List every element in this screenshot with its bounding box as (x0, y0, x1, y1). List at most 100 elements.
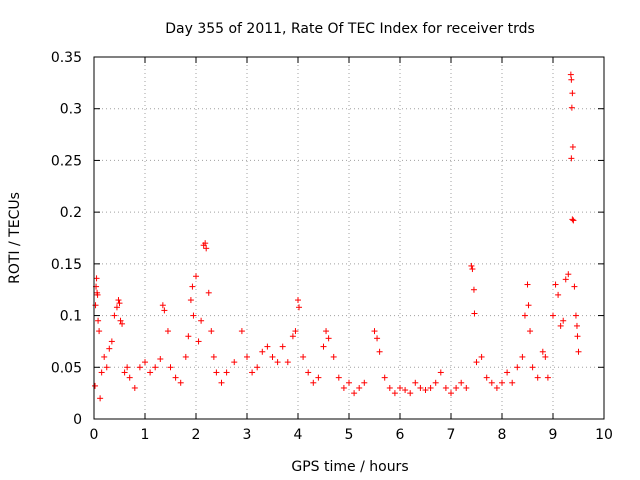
data-point (361, 379, 368, 386)
data-point (238, 328, 245, 335)
data-point (259, 348, 266, 355)
data-point (274, 359, 281, 366)
data-point (569, 143, 576, 150)
data-point (97, 395, 104, 402)
data-point (223, 369, 230, 376)
data-point (568, 155, 575, 162)
data-point (509, 379, 516, 386)
data-point (167, 364, 174, 371)
data-point (534, 374, 541, 381)
data-point (121, 369, 128, 376)
data-point (323, 328, 330, 335)
data-point (568, 104, 575, 111)
data-point (374, 335, 381, 342)
data-point (346, 379, 352, 386)
data-point (111, 312, 118, 319)
data-point (568, 76, 575, 83)
y-tick-label: 0.1 (60, 309, 82, 325)
data-point (231, 359, 238, 366)
data-point (185, 333, 192, 340)
data-point (544, 374, 551, 381)
data-point (397, 384, 403, 391)
data-point (95, 317, 102, 324)
data-point (310, 379, 317, 386)
data-point (244, 353, 250, 360)
data-point (292, 328, 299, 335)
data-point (208, 328, 215, 335)
data-point (264, 343, 271, 350)
data-point (471, 310, 478, 317)
data-point (195, 338, 202, 345)
data-point (172, 374, 179, 381)
data-point (562, 276, 569, 283)
data-point (458, 379, 465, 386)
data-point (356, 384, 363, 391)
data-point (488, 379, 495, 386)
y-tick-label: 0.35 (51, 50, 82, 66)
x-tick-label: 8 (498, 427, 507, 443)
data-point (126, 374, 133, 381)
data-point (210, 353, 217, 360)
x-tick-label: 3 (243, 427, 252, 443)
data-point (295, 297, 301, 304)
x-tick-label: 7 (447, 427, 456, 443)
data-point (542, 353, 549, 360)
axis-ticks: 0 1 2 3 4 5 6 7 8 9 10 0 0.05 0.1 0.15 0.2 0.25 0.3 0.35 (51, 50, 613, 443)
data-point (417, 384, 424, 391)
data-point (519, 353, 526, 360)
data-point (198, 317, 205, 324)
data-point (161, 307, 168, 314)
data-point (202, 240, 209, 247)
data-point (296, 304, 303, 311)
data-point (113, 304, 120, 311)
data-point (330, 353, 337, 360)
data-point (254, 364, 261, 371)
x-tick-label: 1 (141, 427, 150, 443)
data-point (412, 379, 419, 386)
data-point (572, 312, 579, 319)
data-point (284, 359, 291, 366)
data-point (442, 384, 449, 391)
data-point (117, 317, 124, 324)
data-point (527, 328, 534, 335)
data-point (514, 364, 521, 371)
data-point (157, 356, 164, 363)
data-point (569, 216, 576, 223)
data-point (205, 289, 212, 296)
y-axis-label: ROTI / TECUs (7, 192, 23, 284)
data-point (521, 312, 528, 319)
data-point (315, 374, 322, 381)
data-point (448, 390, 454, 397)
data-point (92, 302, 99, 309)
data-point (539, 348, 546, 355)
data-point (574, 333, 581, 340)
x-tick-label: 10 (595, 427, 613, 443)
x-tick-label: 9 (549, 427, 558, 443)
data-point (529, 364, 536, 371)
data-point (193, 273, 199, 280)
data-point (164, 328, 171, 335)
data-point (300, 353, 307, 360)
x-tick-label: 0 (90, 427, 99, 443)
x-axis-label: GPS time / hours (291, 459, 408, 475)
data-point (560, 317, 567, 324)
data-point (351, 390, 358, 397)
data-point (124, 364, 131, 371)
data-point (557, 322, 564, 329)
data-point (103, 364, 110, 371)
y-tick-label: 0 (73, 412, 82, 428)
data-point (550, 312, 556, 319)
data-point (573, 322, 580, 329)
data-point (468, 262, 475, 269)
data-point (473, 359, 480, 366)
data-point (187, 297, 194, 304)
data-point (108, 338, 115, 345)
data-point (142, 359, 148, 366)
data-point (376, 348, 383, 355)
grid (94, 57, 604, 419)
data-point (182, 353, 189, 360)
data-point (320, 343, 327, 350)
data-point (289, 333, 296, 340)
data-point (325, 335, 332, 342)
data-point (115, 297, 122, 304)
